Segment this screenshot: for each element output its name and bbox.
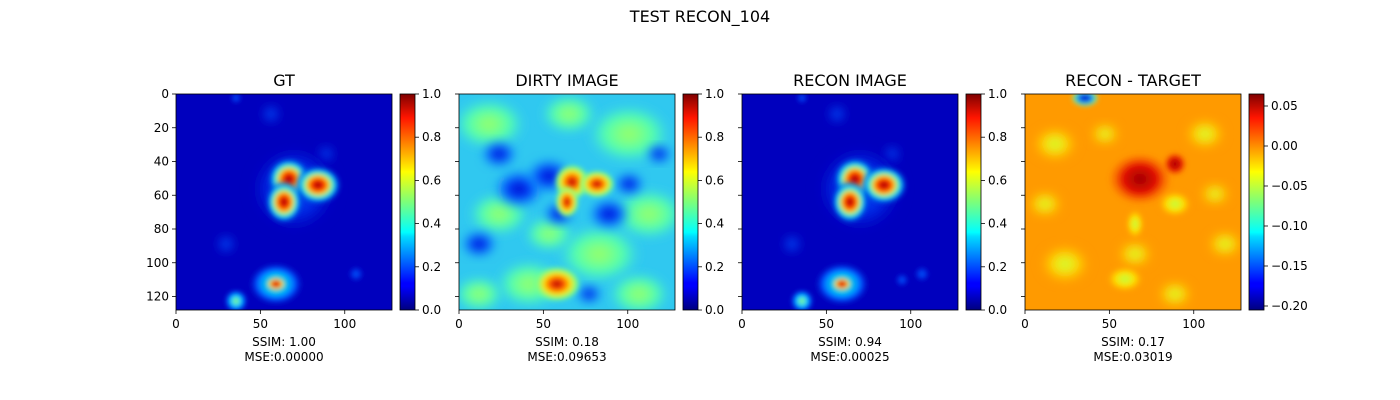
heatmap-image (1025, 94, 1241, 310)
colorbar-tick-label: −0.20 (1271, 299, 1308, 313)
colorbar-gradient (1248, 93, 1265, 311)
x-tick-label: 0 (1021, 317, 1029, 331)
x-tick-label: 50 (253, 317, 268, 331)
colorbar: 0.0 0.2 0.4 0.6 0.8 1.0 (399, 87, 441, 317)
x-tick-label: 0 (172, 317, 180, 331)
colorbar-tick-label: 0.4 (988, 217, 1007, 231)
y-tick-label: 60 (154, 188, 169, 202)
colorbar-tick-label: 0.2 (422, 260, 441, 274)
metric-label: SSIM: 1.00 (252, 335, 316, 349)
metric-label: MSE:0.00000 (244, 350, 323, 364)
metric-label: SSIM: 0.94 (818, 335, 882, 349)
x-tick-label: 0 (738, 317, 746, 331)
figure-title: TEST RECON_104 (629, 7, 770, 27)
x-tick-label: 0 (455, 317, 463, 331)
metric-label: SSIM: 0.17 (1101, 335, 1165, 349)
colorbar: −0.20 −0.15 −0.10 −0.05 0.00 0.05 (1248, 93, 1308, 313)
colorbar-tick-label: 0.8 (705, 130, 724, 144)
colorbar-tick-label: 1.0 (422, 87, 441, 101)
colorbar-tick-label: −0.10 (1271, 219, 1308, 233)
y-tick-label: 80 (154, 222, 169, 236)
colorbar-tick-label: 0.4 (422, 217, 441, 231)
axes-frame (1024, 93, 1242, 311)
y-tick-label: 0 (161, 87, 169, 101)
metric-label: SSIM: 0.18 (535, 335, 599, 349)
x-tick-label: 100 (616, 317, 639, 331)
y-tick-label: 40 (154, 155, 169, 169)
x-tick-label: 50 (1102, 317, 1117, 331)
metric-label: MSE:0.00025 (810, 350, 889, 364)
x-tick-label: 50 (536, 317, 551, 331)
colorbar-tick-label: 0.6 (705, 173, 724, 187)
panel-title: RECON IMAGE (793, 71, 907, 90)
y-tick-label: 100 (146, 256, 169, 270)
colorbar: 0.0 0.2 0.4 0.6 0.8 1.0 (682, 87, 724, 317)
panel-title: DIRTY IMAGE (515, 71, 618, 90)
x-tick-label: 100 (1182, 317, 1205, 331)
colorbar-tick-label: 0.00 (1271, 139, 1298, 153)
panel-title: GT (273, 71, 295, 90)
colorbar-gradient (399, 93, 416, 311)
colorbar-tick-label: 0.2 (988, 260, 1007, 274)
colorbar-tick-label: 0.6 (422, 173, 441, 187)
x-tick-label: 50 (819, 317, 834, 331)
colorbar-gradient (682, 93, 699, 311)
colorbar-tick-label: −0.05 (1271, 179, 1308, 193)
colorbar-tick-label: 0.05 (1271, 99, 1298, 113)
colorbar-tick-label: 0.2 (705, 260, 724, 274)
colorbar-tick-label: 0.0 (705, 303, 724, 317)
colorbar-tick-label: 0.8 (988, 130, 1007, 144)
x-tick-label: 100 (899, 317, 922, 331)
x-tick-label: 100 (333, 317, 356, 331)
colorbar-gradient (965, 93, 982, 311)
metric-label: MSE:0.09653 (527, 350, 606, 364)
colorbar-tick-label: −0.15 (1271, 259, 1308, 273)
heatmap-image (459, 94, 675, 310)
metric-label: MSE:0.03019 (1093, 350, 1172, 364)
axes-frame (175, 93, 393, 311)
panel-1: GT 0 50 100 0 20 40 60 80 100 120 SSIM: 1.00MSE:0.0… (146, 71, 441, 364)
heatmap-image (176, 94, 392, 310)
y-tick-label: 20 (154, 121, 169, 135)
panel-title: RECON - TARGET (1065, 71, 1201, 90)
heatmap-image (742, 94, 958, 310)
axes-frame (458, 93, 676, 311)
colorbar-tick-label: 0.6 (988, 173, 1007, 187)
panel-4: RECON - TARGET 0 50 100 SSIM: 0.17MSE:0.0301… (1021, 71, 1308, 364)
colorbar-tick-label: 1.0 (988, 87, 1007, 101)
colorbar-tick-label: 0.8 (422, 130, 441, 144)
axes-frame (741, 93, 959, 311)
colorbar: 0.0 0.2 0.4 0.6 0.8 1.0 (965, 87, 1007, 317)
colorbar-tick-label: 1.0 (705, 87, 724, 101)
colorbar-tick-label: 0.0 (988, 303, 1007, 317)
colorbar-tick-label: 0.4 (705, 217, 724, 231)
y-tick-label: 120 (146, 290, 169, 304)
colorbar-tick-label: 0.0 (422, 303, 441, 317)
